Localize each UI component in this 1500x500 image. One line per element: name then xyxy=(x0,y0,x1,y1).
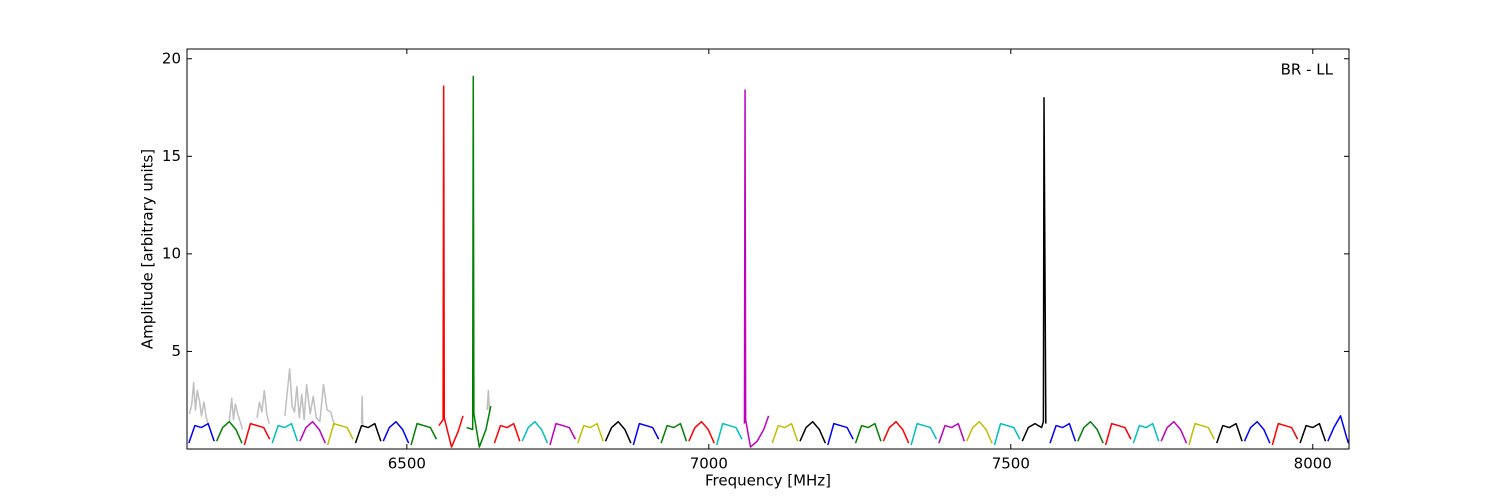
series-line xyxy=(577,422,604,444)
plot-area xyxy=(188,75,1349,448)
series-line xyxy=(688,420,715,444)
y-axis-label: Amplitude [arbitrary units] xyxy=(139,149,157,349)
series-line xyxy=(882,420,910,444)
series-line xyxy=(382,420,410,444)
series-line xyxy=(854,422,882,444)
series-line xyxy=(632,422,660,446)
axes-frame xyxy=(186,48,1350,450)
series-line xyxy=(466,75,492,448)
series-line xyxy=(271,422,299,444)
series-line xyxy=(1132,422,1160,444)
series-line xyxy=(1077,420,1104,444)
series-line xyxy=(827,422,854,446)
series-line xyxy=(1299,422,1327,444)
series-line xyxy=(521,420,549,444)
annotation: BR - LL xyxy=(1281,61,1334,79)
series-line xyxy=(326,422,354,446)
series-line xyxy=(966,420,993,444)
series-line xyxy=(771,422,799,444)
series-line xyxy=(938,422,965,444)
x-tick-label: 7000 xyxy=(690,455,728,473)
series-line xyxy=(660,422,688,444)
x-axis-label: Frequency [MHz] xyxy=(705,472,831,490)
series-line xyxy=(354,422,382,444)
x-tick-label: 8000 xyxy=(1294,455,1332,473)
series-line xyxy=(1104,422,1132,446)
series-line xyxy=(743,89,770,448)
series-line xyxy=(604,420,632,444)
series-line xyxy=(1271,422,1299,446)
x-tick-label: 6500 xyxy=(388,455,426,473)
series-line xyxy=(1160,420,1188,444)
y-tick-label: 10 xyxy=(162,244,181,262)
series-line xyxy=(493,422,521,444)
series-line xyxy=(993,422,1021,446)
series-line xyxy=(549,422,577,446)
series-line xyxy=(438,85,464,448)
series-line xyxy=(1021,97,1047,442)
series-line xyxy=(1188,422,1215,446)
series-line xyxy=(299,420,326,444)
series-line xyxy=(1243,420,1271,444)
series-line xyxy=(799,420,827,444)
series-line xyxy=(910,422,938,446)
x-tick-label: 7500 xyxy=(992,455,1030,473)
series-line xyxy=(243,422,271,446)
series-line xyxy=(1049,422,1077,444)
series-line xyxy=(1327,415,1349,444)
y-tick-label: 20 xyxy=(162,49,181,67)
y-tick-label: 15 xyxy=(162,147,181,165)
series-line xyxy=(1216,422,1243,444)
series-line xyxy=(715,422,743,446)
series-line xyxy=(188,422,215,444)
series-line xyxy=(410,422,438,446)
series-line xyxy=(215,420,243,444)
series-line xyxy=(188,368,491,430)
y-tick-label: 5 xyxy=(171,342,181,360)
